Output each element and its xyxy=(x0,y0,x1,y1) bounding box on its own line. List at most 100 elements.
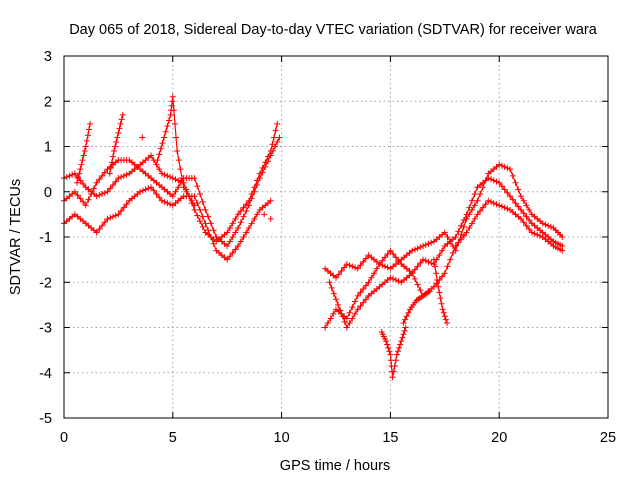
data-point-marker xyxy=(335,271,342,278)
y-tick-label: -1 xyxy=(39,230,52,246)
grid-lines xyxy=(64,56,608,418)
data-point-marker xyxy=(498,203,505,210)
data-point-marker xyxy=(99,172,106,179)
data-point-marker xyxy=(357,262,364,269)
data-point-marker xyxy=(441,229,448,236)
data-point-marker xyxy=(197,206,203,213)
data-point-marker xyxy=(83,137,90,144)
data-point-marker xyxy=(343,261,350,268)
data-point-marker xyxy=(449,249,456,256)
data-point-marker xyxy=(123,201,130,208)
data-point-marker xyxy=(245,202,252,209)
data-point-marker xyxy=(509,172,516,179)
data-point-marker xyxy=(526,206,533,213)
data-point-marker xyxy=(428,260,435,267)
data-point-marker xyxy=(226,253,233,260)
data-point-marker xyxy=(93,229,100,236)
data-point-marker xyxy=(400,331,407,338)
data-point-marker xyxy=(75,175,82,182)
data-point-marker xyxy=(343,324,350,331)
data-point-marker xyxy=(471,191,478,198)
data-point-marker xyxy=(365,279,372,286)
data-point-marker xyxy=(88,191,95,198)
data-point-marker xyxy=(387,351,394,358)
data-point-marker xyxy=(327,315,334,322)
data-point-marker xyxy=(447,256,454,263)
data-point-marker xyxy=(526,217,533,224)
data-point-marker xyxy=(437,295,444,302)
plot-frame xyxy=(63,55,609,419)
data-point-marker xyxy=(118,207,125,214)
data-point-marker xyxy=(101,189,108,196)
y-tick-label: 2 xyxy=(44,94,52,110)
data-point-marker xyxy=(362,255,369,262)
data-point-marker xyxy=(153,161,160,168)
data-point-marker xyxy=(343,315,350,322)
data-point-marker xyxy=(346,309,353,316)
data-point-marker xyxy=(115,211,122,218)
data-point-marker xyxy=(390,368,397,375)
data-point-marker xyxy=(354,292,361,299)
y-tick-label: 0 xyxy=(44,185,52,201)
data-point-marker xyxy=(339,313,346,320)
series-peak-5 xyxy=(154,93,198,209)
data-point-marker xyxy=(106,170,113,177)
data-point-marker xyxy=(229,220,236,227)
data-point-marker xyxy=(420,243,427,250)
data-point-marker xyxy=(119,111,126,118)
data-point-marker xyxy=(173,134,180,141)
data-point-marker xyxy=(207,220,214,227)
series-rise-16 xyxy=(400,288,433,326)
series-line xyxy=(324,163,563,279)
data-point-marker xyxy=(161,134,168,141)
data-point-marker xyxy=(425,258,432,265)
data-point-marker xyxy=(360,286,367,293)
data-point-marker xyxy=(191,193,198,200)
data-point-marker xyxy=(82,202,89,209)
data-point-marker xyxy=(488,176,495,183)
data-point-marker xyxy=(384,341,391,348)
data-point-marker xyxy=(186,193,193,200)
data-point-marker xyxy=(267,215,274,222)
data-point-marker xyxy=(397,341,404,348)
data-point-marker xyxy=(346,262,353,269)
data-point-marker xyxy=(338,267,345,274)
data-point-marker xyxy=(232,229,239,236)
x-tick-label: 5 xyxy=(169,430,177,446)
data-point-marker xyxy=(66,172,73,179)
data-point-marker xyxy=(148,184,155,191)
data-point-marker xyxy=(237,219,244,226)
data-point-marker xyxy=(77,166,84,173)
data-point-marker xyxy=(118,116,125,123)
data-point-marker xyxy=(398,338,405,345)
data-point-marker xyxy=(354,265,361,272)
data-point-marker xyxy=(113,138,120,145)
data-point-marker xyxy=(440,309,447,316)
data-point-marker xyxy=(490,200,497,207)
data-point-marker xyxy=(194,212,201,219)
data-point-marker xyxy=(96,226,103,233)
data-point-marker xyxy=(534,231,541,238)
data-point-marker xyxy=(352,264,359,271)
data-point-marker xyxy=(360,299,367,306)
data-point-marker xyxy=(482,201,489,208)
data-point-marker xyxy=(335,301,342,308)
data-point-marker xyxy=(154,157,161,164)
data-point-marker xyxy=(104,215,111,222)
data-point-marker xyxy=(254,181,261,188)
data-point-marker xyxy=(169,93,176,100)
data-point-marker xyxy=(254,211,261,218)
data-point-marker xyxy=(80,152,87,159)
data-point-marker xyxy=(276,134,283,141)
data-point-marker xyxy=(78,161,85,168)
data-point-marker xyxy=(328,284,335,291)
data-point-marker xyxy=(493,201,500,208)
data-point-marker xyxy=(232,215,239,222)
data-point-marker xyxy=(226,238,233,245)
data-point-marker xyxy=(455,239,462,246)
data-point-marker xyxy=(174,148,181,155)
data-point-marker xyxy=(357,289,364,296)
x-tick-label: 15 xyxy=(382,430,398,446)
y-tick-label: 3 xyxy=(44,49,52,65)
